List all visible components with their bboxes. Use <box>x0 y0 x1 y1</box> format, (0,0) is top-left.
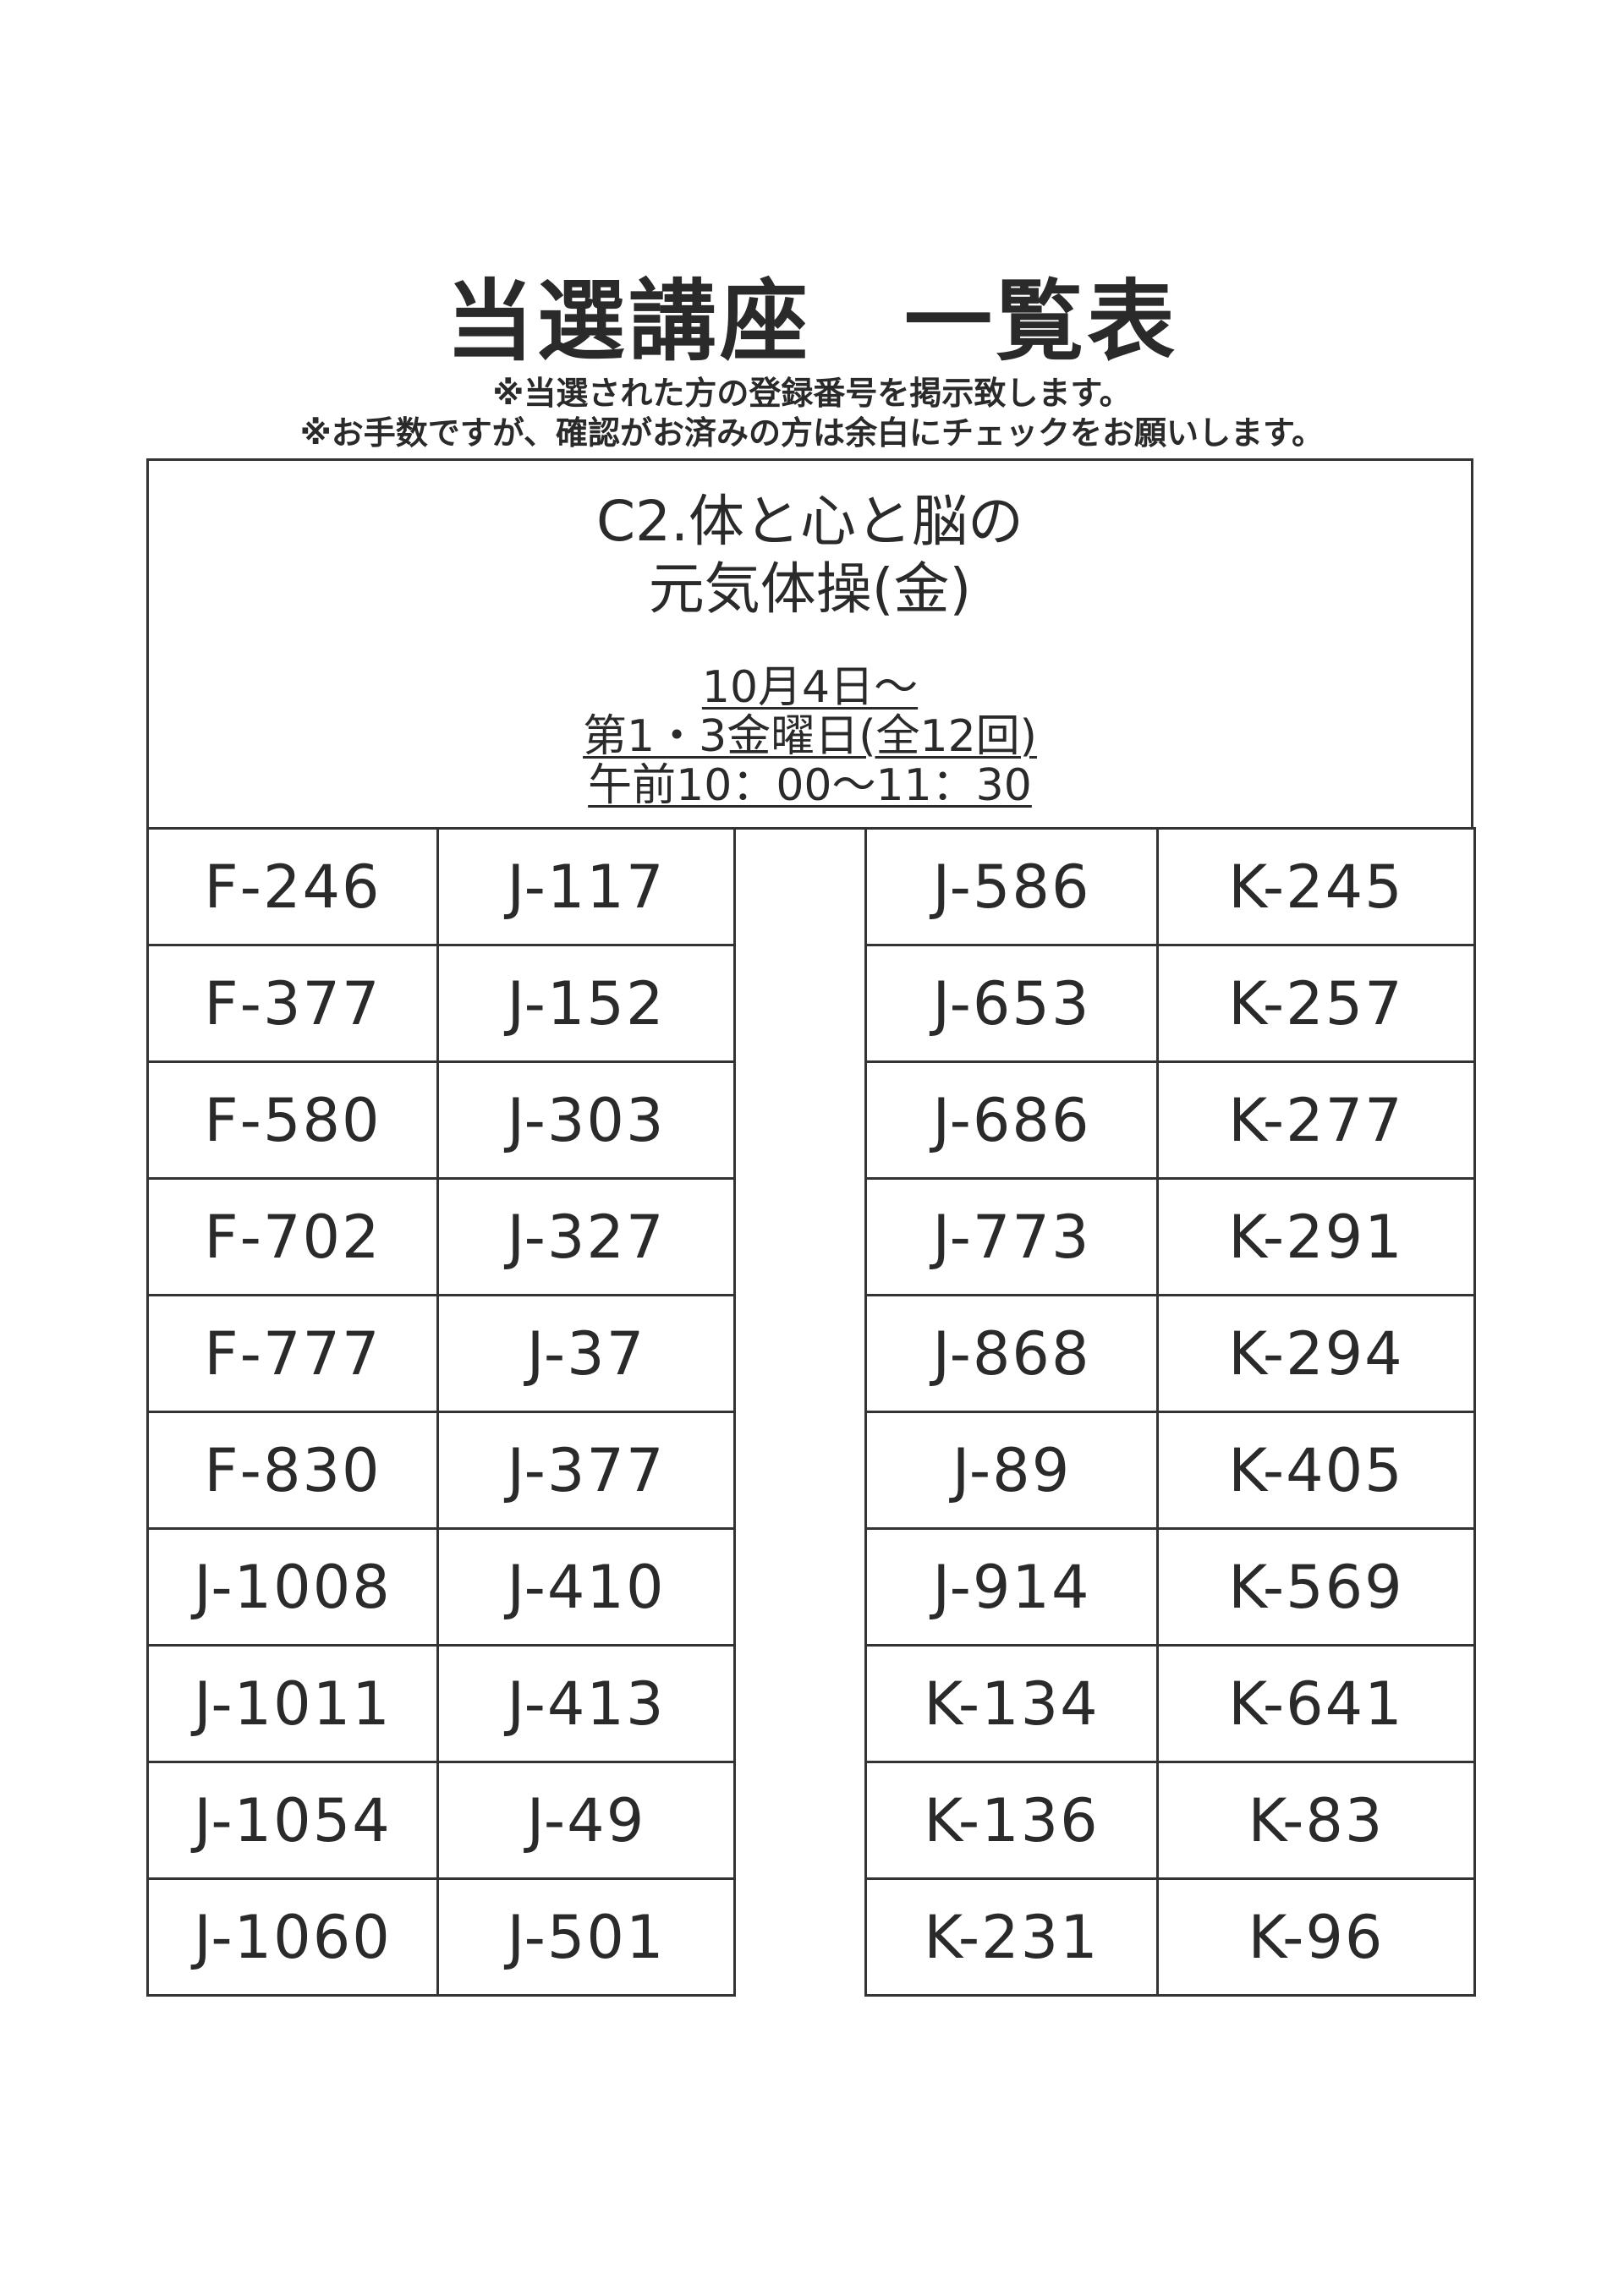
note-2: ※お手数ですが、確認がお済みの方は余白にチェックをお願いします。 <box>299 414 1325 452</box>
registration-number-cell: F-246 <box>149 830 439 946</box>
registration-number-cell: K-134 <box>867 1647 1159 1763</box>
registration-number-cell: K-257 <box>1159 946 1476 1063</box>
registration-number-cell: J-686 <box>867 1063 1159 1180</box>
registration-number-cell: J-303 <box>439 1063 736 1180</box>
registration-number-cell: F-702 <box>149 1180 439 1296</box>
course-time: 午前10：00～11：30 <box>588 760 1032 811</box>
registration-number-cell: K-405 <box>1159 1413 1476 1530</box>
registration-number-cell: K-569 <box>1159 1530 1476 1647</box>
course-header: C2.体と心と脳の 元気体操(金) 10月4日～ 第1・3金曜日(全12回) 午… <box>146 458 1473 830</box>
registration-number-cell: K-291 <box>1159 1180 1476 1296</box>
registration-number-cell: J-327 <box>439 1180 736 1296</box>
registration-number-cell: J-914 <box>867 1530 1159 1647</box>
course-days: 第1・3金曜日(全12回) <box>583 711 1037 762</box>
registration-number-cell: J-586 <box>867 830 1159 946</box>
registration-number-cell: J-413 <box>439 1647 736 1763</box>
registration-number-cell: J-152 <box>439 946 736 1063</box>
registration-number-cell: J-117 <box>439 830 736 946</box>
title-part2: 一覧表 <box>904 270 1179 373</box>
registration-number-cell: J-89 <box>867 1413 1159 1530</box>
registration-number-cell: J-773 <box>867 1180 1159 1296</box>
registration-number-cell: K-245 <box>1159 830 1476 946</box>
title-part1: 当選講座 <box>445 270 811 373</box>
registration-number-cell: K-83 <box>1159 1763 1476 1880</box>
page-title: 当選講座 一覧表 <box>0 269 1624 375</box>
registration-number-cell: J-377 <box>439 1413 736 1530</box>
registration-number-cell: J-37 <box>439 1296 736 1413</box>
registration-number-cell: J-501 <box>439 1880 736 1997</box>
registration-number-cell: J-410 <box>439 1530 736 1647</box>
registration-number-cell: F-580 <box>149 1063 439 1180</box>
registration-number-cell: J-1011 <box>149 1647 439 1763</box>
registration-number-cell: J-653 <box>867 946 1159 1063</box>
course-start: 10月4日～ <box>701 662 919 713</box>
registration-number-cell: K-641 <box>1159 1647 1476 1763</box>
registration-number-cell: K-136 <box>867 1763 1159 1880</box>
registration-number-cell: J-1008 <box>149 1530 439 1647</box>
registration-number-cell: K-277 <box>1159 1063 1476 1180</box>
registration-number-cell: K-294 <box>1159 1296 1476 1413</box>
registration-number-cell: K-96 <box>1159 1880 1476 1997</box>
registration-number-cell: J-1060 <box>149 1880 439 1997</box>
registration-number-cell: F-777 <box>149 1296 439 1413</box>
registration-number-cell: F-830 <box>149 1413 439 1530</box>
registration-number-cell: J-1054 <box>149 1763 439 1880</box>
note-1: ※当選された方の登録番号を掲示致します。 <box>492 375 1132 412</box>
numbers-table-right: J-586 K-245 J-653 K-257 J-686 K-277 J-773 K-291… <box>864 827 1476 1997</box>
numbers-table-left: F-246 J-117 F-377 J-152 F-580 J-303 F-702 J-327… <box>146 827 736 1997</box>
registration-number-cell: F-377 <box>149 946 439 1063</box>
registration-number-cell: J-49 <box>439 1763 736 1880</box>
course-name-line1: C2.体と心と脳の <box>595 489 1024 554</box>
registration-number-cell: J-868 <box>867 1296 1159 1413</box>
registration-number-cell: K-231 <box>867 1880 1159 1997</box>
course-name-line2: 元気体操(金) <box>648 556 972 622</box>
